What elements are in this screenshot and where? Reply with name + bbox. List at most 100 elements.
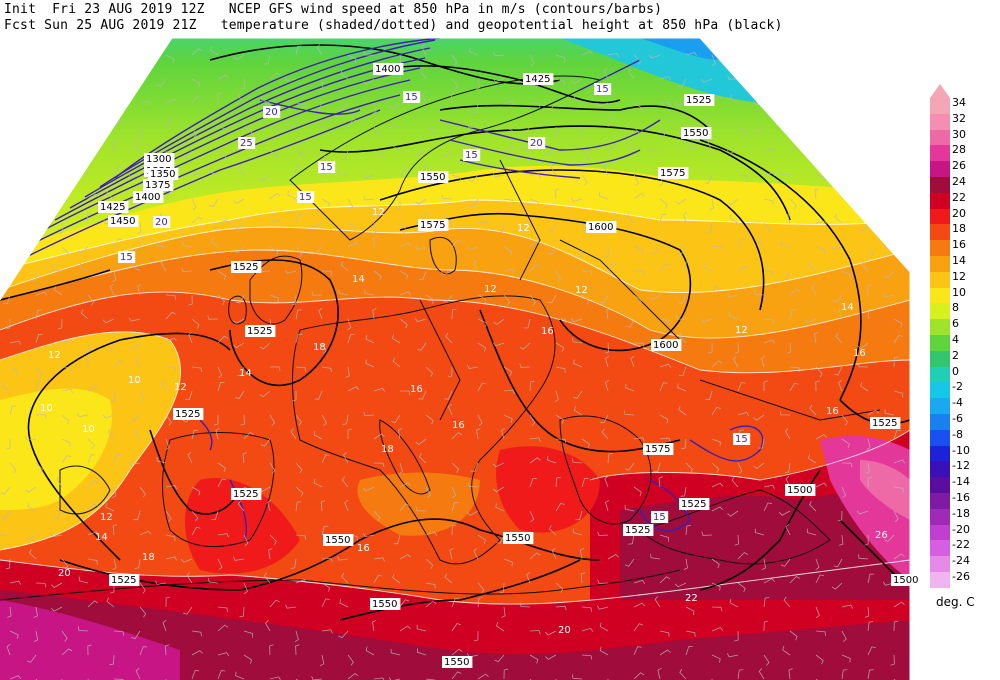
wind-barb <box>25 534 37 541</box>
wind-barb <box>556 318 567 324</box>
colorbar-swatch <box>930 113 950 130</box>
wind-barb <box>135 667 141 680</box>
wind-barb <box>678 405 687 416</box>
wind-barb <box>811 284 817 296</box>
title-line-2: temperature (shaded/dotted) and geopoten… <box>220 18 783 33</box>
temperature-label: 18 <box>313 342 326 353</box>
wind-barb <box>54 285 63 296</box>
temperature-label: 12 <box>517 223 530 234</box>
wind-barb <box>181 267 193 272</box>
wind-barb <box>269 366 281 371</box>
wind-barb <box>888 164 895 176</box>
wind-barb <box>581 438 590 449</box>
wind-barb <box>633 174 639 186</box>
wind-barb <box>492 342 505 347</box>
wind-barb <box>295 164 301 175</box>
colorbar-label: -10 <box>952 443 970 457</box>
wind-barb <box>864 139 869 152</box>
wind-barb <box>451 239 462 248</box>
wind-barb <box>555 438 567 444</box>
wind-barb <box>61 54 70 65</box>
wind-barb <box>392 573 401 584</box>
wind-barb <box>633 102 643 112</box>
temperature-label: 16 <box>410 384 423 395</box>
wind-barb <box>311 246 323 254</box>
height-label-bg <box>373 63 404 75</box>
wind-barb <box>107 428 115 440</box>
wind-barb <box>573 406 583 416</box>
temperature-label: 22 <box>685 593 698 604</box>
wind-barb <box>685 630 696 637</box>
wind-barb <box>529 380 535 392</box>
wind-barb <box>447 366 453 378</box>
wind-barb <box>599 191 609 200</box>
wind-barb <box>344 499 349 512</box>
wind-barb <box>708 342 713 354</box>
wind-barb <box>53 510 63 520</box>
wind-barb <box>763 578 775 584</box>
wind-barb <box>156 456 167 464</box>
wind-barb <box>390 648 401 656</box>
wind-barb <box>87 193 99 200</box>
wind-barb <box>789 630 798 641</box>
wind-barb <box>87 644 92 656</box>
height-label-bg <box>684 94 715 106</box>
wind-barb <box>813 332 819 344</box>
wind-barb <box>677 78 687 88</box>
wind-barb <box>416 342 427 351</box>
wind-barb <box>727 198 739 206</box>
wind-barb <box>425 126 435 134</box>
wind-barb <box>893 601 905 608</box>
wind-barb <box>780 558 791 567</box>
wind-barb <box>807 454 817 464</box>
wind-barb <box>633 437 645 442</box>
wind-barb <box>787 211 792 224</box>
wind-barb <box>139 606 147 618</box>
wind-barb <box>782 645 791 656</box>
colorbar-label: -4 <box>952 396 963 410</box>
wind-barb <box>737 411 750 417</box>
wind-barb <box>867 646 876 656</box>
wind-barb <box>866 284 872 296</box>
wind-barb <box>893 459 906 464</box>
wind-barb <box>659 213 667 224</box>
wind-barb <box>269 192 281 200</box>
wind-barb <box>106 189 115 200</box>
wind-barb <box>861 260 869 272</box>
wind-barb <box>551 547 557 560</box>
wind-barb <box>51 582 63 588</box>
wind-barb <box>737 265 749 272</box>
wind-barb <box>321 598 330 608</box>
wind-barb <box>477 414 483 427</box>
wind-barb <box>217 294 225 305</box>
wind-barb <box>295 534 307 540</box>
wind-barb <box>599 646 609 656</box>
wind-barb <box>451 501 459 512</box>
colorbar-label: 6 <box>952 317 959 331</box>
wind-barb <box>555 78 566 86</box>
wind-barb <box>371 620 377 632</box>
wind-barb <box>789 102 797 114</box>
wind-barb <box>838 379 843 392</box>
height-label-bg <box>658 167 689 179</box>
wind-barb <box>399 390 411 396</box>
wind-barb <box>165 366 177 372</box>
wind-barb <box>87 93 93 104</box>
wind-barb <box>341 572 349 584</box>
wind-barb <box>867 669 874 680</box>
wind-barb <box>128 317 141 322</box>
wind-barb <box>338 289 349 296</box>
wind-barb <box>365 646 375 656</box>
wind-barb <box>269 462 276 474</box>
wind-barb <box>529 294 536 306</box>
temperature-label: 16 <box>452 420 465 431</box>
wind-barb <box>529 414 536 426</box>
wind-barb <box>630 355 635 368</box>
wind-barb <box>155 580 167 585</box>
wind-barb <box>6 438 11 450</box>
height-label: 1550 <box>505 533 530 544</box>
wind-barb <box>633 342 645 348</box>
wind-barb <box>841 630 847 642</box>
height-label: 1525 <box>175 409 200 420</box>
wind-barb <box>389 123 401 128</box>
